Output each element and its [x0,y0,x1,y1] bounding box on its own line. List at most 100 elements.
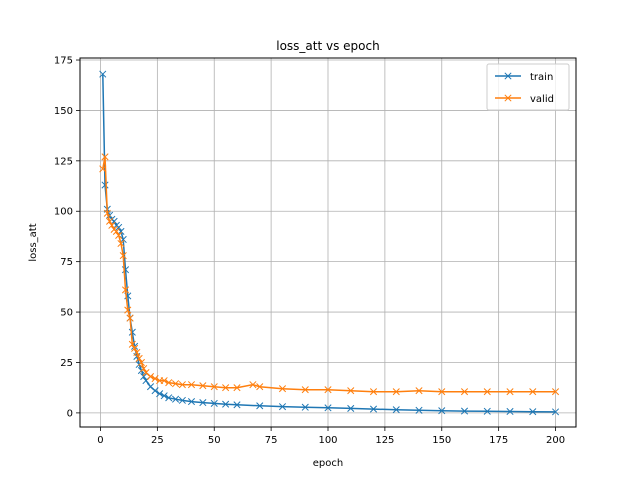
x-tick-label: 100 [318,435,337,446]
data-point-train [256,402,264,410]
legend: train valid [486,63,570,111]
data-point-train [506,407,514,416]
data-point-valid [137,358,145,367]
legend-item-valid: valid [495,94,554,105]
x-tick-label: 25 [151,435,164,446]
series-valid [99,153,560,396]
data-point-valid [103,209,111,217]
data-point-valid [126,314,134,322]
data-point-train [140,373,148,381]
x-tick-label: 0 [97,435,103,446]
data-point-valid [483,388,491,396]
data-point-train [347,404,355,413]
legend-label: valid [530,94,554,105]
y-tick-label: 75 [60,257,73,268]
data-point-valid [151,375,159,383]
data-point-train [99,70,107,78]
y-tick-label: 100 [54,207,73,218]
x-axis-label: epoch [313,458,343,469]
data-point-valid [128,340,136,348]
data-point-valid [133,348,141,356]
data-point-valid [178,381,186,389]
data-point-valid [438,388,446,396]
data-point-valid [135,354,143,362]
data-point-train [115,223,123,231]
data-point-valid [124,306,132,314]
legend-box [486,63,570,111]
data-point-valid [233,384,241,392]
series-line-train [102,74,556,413]
data-point-valid [106,217,114,225]
data-point-valid [121,286,130,294]
data-point-train [278,403,287,411]
data-point-train [529,408,537,416]
data-point-valid [249,381,257,389]
data-point-train [151,387,159,395]
data-point-train [178,396,186,404]
data-point-train [101,181,109,189]
data-point-valid [392,388,400,396]
data-point-valid [324,386,332,394]
data-point-valid [112,227,120,235]
x-tick-label: 200 [546,435,565,446]
legend-marker [504,94,512,102]
data-point-valid [108,221,116,229]
data-point-valid [101,153,109,161]
data-point-valid [115,231,123,239]
data-point-train [551,408,560,416]
data-point-valid [146,373,155,381]
data-point-valid [165,379,173,387]
grid [80,58,576,427]
y-axis: 0 25 50 75 100 125 150 175 [54,56,80,419]
data-point-valid [160,377,168,385]
y-tick-label: 0 [67,408,73,419]
data-point-train [187,398,196,406]
y-tick-label: 50 [60,308,73,319]
data-point-train [128,328,136,336]
x-tick-label: 175 [489,435,508,446]
x-tick-label: 150 [432,435,451,446]
legend-item-train: train [495,72,553,83]
data-point-train [324,404,332,412]
data-point-valid [119,252,127,260]
x-tick-label: 50 [208,435,221,446]
data-point-valid [222,384,230,392]
data-point-train [392,406,400,414]
data-point-valid [460,388,469,396]
legend-marker [504,72,512,80]
x-axis: 0 25 50 75 100 125 150 175 200 [97,427,565,446]
data-point-train [483,407,491,415]
data-point-train [438,407,446,415]
data-point-train [460,407,469,415]
series-train [99,70,560,416]
data-point-valid [172,380,180,388]
data-point-valid [529,388,537,396]
data-point-train [369,405,378,413]
data-point-valid [140,364,148,373]
series-layer [99,70,560,416]
data-point-train [222,400,230,408]
data-point-train [165,394,173,402]
y-tick-label: 150 [54,106,73,117]
data-point-train [172,395,180,403]
data-point-train [156,390,164,398]
data-point-valid [551,388,560,396]
data-point-valid [415,387,423,395]
y-tick-label: 125 [54,156,73,167]
data-point-valid [301,386,309,394]
data-point-valid [506,388,514,396]
data-point-train [233,401,241,409]
data-point-train [160,392,168,400]
y-tick-label: 25 [60,358,73,369]
data-point-valid [369,388,378,396]
y-axis-label: loss_att [28,223,39,261]
x-tick-label: 125 [375,435,394,446]
data-point-train [415,406,423,414]
chart-title: loss_att vs epoch [276,39,379,53]
data-point-valid [187,381,196,389]
data-point-train [210,399,218,407]
legend-label: train [530,72,553,83]
data-point-valid [199,382,207,390]
data-point-valid [210,383,218,391]
